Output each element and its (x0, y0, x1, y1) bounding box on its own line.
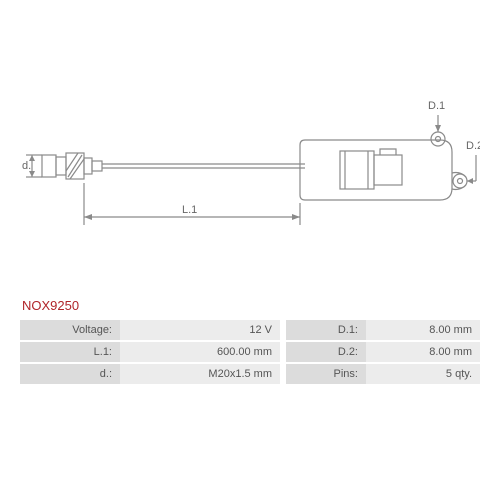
product-code: NOX9250 (22, 298, 79, 313)
spec-label: Voltage: (20, 320, 120, 340)
spec-value: 600.00 mm (120, 342, 280, 362)
table-row: d.: M20x1.5 mm Pins: 5 qty. (20, 364, 480, 384)
dim-label-d: d. (22, 160, 31, 172)
dim-label-d2: D.2 (466, 140, 480, 152)
spec-label: D.2: (286, 342, 366, 362)
spec-value: 12 V (120, 320, 280, 340)
spec-value: M20x1.5 mm (120, 364, 280, 384)
spec-label: d.: (20, 364, 120, 384)
spec-table: Voltage: 12 V D.1: 8.00 mm L.1: 600.00 m… (20, 320, 480, 386)
dim-label-l1: L.1 (182, 204, 197, 216)
spec-value: 8.00 mm (366, 342, 480, 362)
spec-label: D.1: (286, 320, 366, 340)
dim-label-d1: D.1 (428, 100, 445, 112)
spec-label: Pins: (286, 364, 366, 384)
technical-diagram: d. L.1 D.1 D.2 (20, 85, 480, 265)
spec-value: 8.00 mm (366, 320, 480, 340)
table-row: Voltage: 12 V D.1: 8.00 mm (20, 320, 480, 340)
spec-value: 5 qty. (366, 364, 480, 384)
spec-label: L.1: (20, 342, 120, 362)
table-row: L.1: 600.00 mm D.2: 8.00 mm (20, 342, 480, 362)
